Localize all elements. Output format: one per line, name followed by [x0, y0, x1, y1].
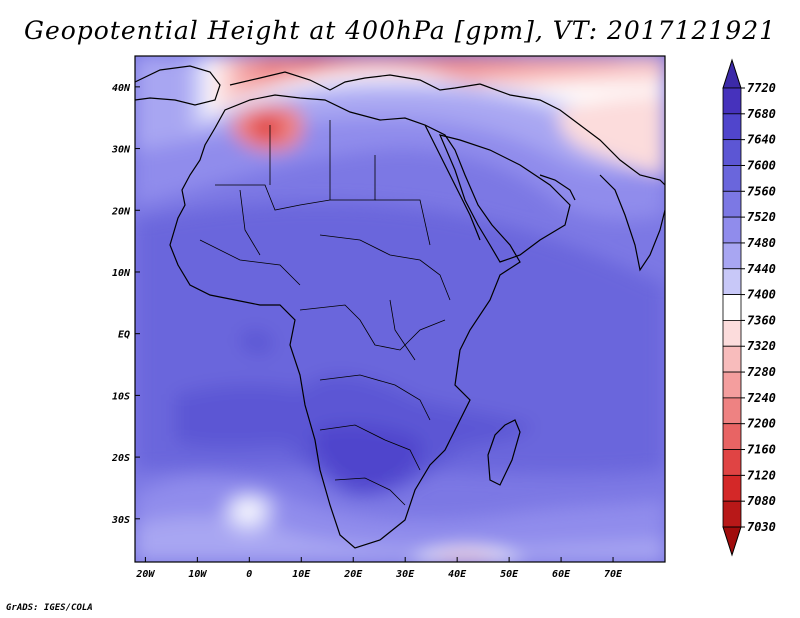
colorbar-segment	[722, 345, 742, 373]
colorbar-top-cap	[722, 58, 742, 89]
lon-axis: 20W 10W 0 10E 20E 30E 40E 50E 60E 70E	[135, 557, 623, 580]
lon-tick-label: 10W	[188, 569, 207, 580]
colorbar-segment	[722, 320, 742, 347]
colorbar-segment	[722, 423, 742, 450]
colorbar-label: 7720	[747, 81, 776, 95]
lon-tick-label: 20E	[343, 569, 363, 580]
colorbar-segment	[722, 268, 742, 295]
colorbar-segment	[722, 242, 742, 270]
colorbar-label: 7320	[747, 339, 776, 353]
colorbar-label: 7240	[747, 391, 776, 405]
colorbar-label: 7440	[747, 262, 776, 276]
colorbar-label: 7160	[747, 443, 776, 457]
colorbar-label: 7560	[747, 184, 776, 198]
lat-tick-label: 40N	[112, 83, 131, 94]
height-field	[135, 56, 665, 562]
colorbar-label: 7030	[747, 520, 776, 534]
country-borders	[199, 120, 451, 506]
colorbar-label: 7280	[747, 365, 776, 379]
colorbar-segment	[722, 190, 742, 218]
colorbar-segment	[722, 113, 742, 141]
lon-tick-label: 70E	[604, 569, 623, 580]
lat-tick-label: 10N	[112, 268, 131, 279]
colorbar-label: 7680	[747, 107, 776, 121]
lat-tick-label: EQ	[118, 330, 130, 341]
credit-text: GrADS: IGES/COLA	[6, 603, 93, 613]
colorbar-label: 7120	[747, 468, 776, 482]
colorbar-label: 7640	[747, 133, 776, 147]
lon-tick-label: 10E	[292, 569, 311, 580]
lon-tick-label: 0	[246, 569, 252, 580]
lat-axis: 40N 30N 20N 10N EQ 10S 20S 30S	[111, 83, 140, 526]
colorbar-segment	[722, 165, 742, 192]
colorbar-segment	[722, 139, 742, 166]
colorbar-segment	[722, 371, 742, 399]
lat-tick-label: 20S	[111, 453, 130, 464]
colorbar-segment	[722, 474, 742, 502]
colorbar-segment	[722, 87, 742, 115]
colorbar-label: 7200	[747, 417, 776, 431]
colorbar-label: 7400	[747, 288, 776, 302]
lat-tick-label: 10S	[112, 391, 130, 402]
lon-tick-label: 50E	[500, 569, 519, 580]
lon-tick-label: 60E	[552, 569, 571, 580]
coastlines	[135, 65, 665, 549]
colorbar-label: 7520	[747, 210, 776, 224]
colorbar-segment	[722, 216, 742, 244]
colorbar-label: 7600	[747, 158, 776, 172]
colorbar-segment	[722, 500, 742, 528]
colorbar-segment	[722, 294, 742, 321]
map-frame	[134, 55, 666, 563]
colorbar-segment	[722, 449, 742, 476]
colorbar-bottom-cap	[722, 526, 742, 557]
colorbar: 7720 7680 7640 7600 7560 7520 7480 7440 7400 7360…	[722, 58, 776, 557]
chart-title: Geopotential Height at 400hPa [gpm], VT:…	[23, 16, 777, 45]
colorbar-segment	[722, 397, 742, 425]
lat-tick-label: 20N	[111, 206, 131, 217]
lon-tick-label: 40E	[448, 569, 467, 580]
colorbar-label: 7480	[747, 236, 776, 250]
lon-tick-label: 20W	[135, 569, 155, 580]
colorbar-label: 7360	[747, 313, 776, 327]
colorbar-label: 7080	[747, 494, 776, 508]
lat-tick-label: 30N	[111, 145, 131, 156]
lat-tick-label: 30S	[111, 515, 130, 526]
lon-tick-label: 30E	[395, 569, 415, 580]
